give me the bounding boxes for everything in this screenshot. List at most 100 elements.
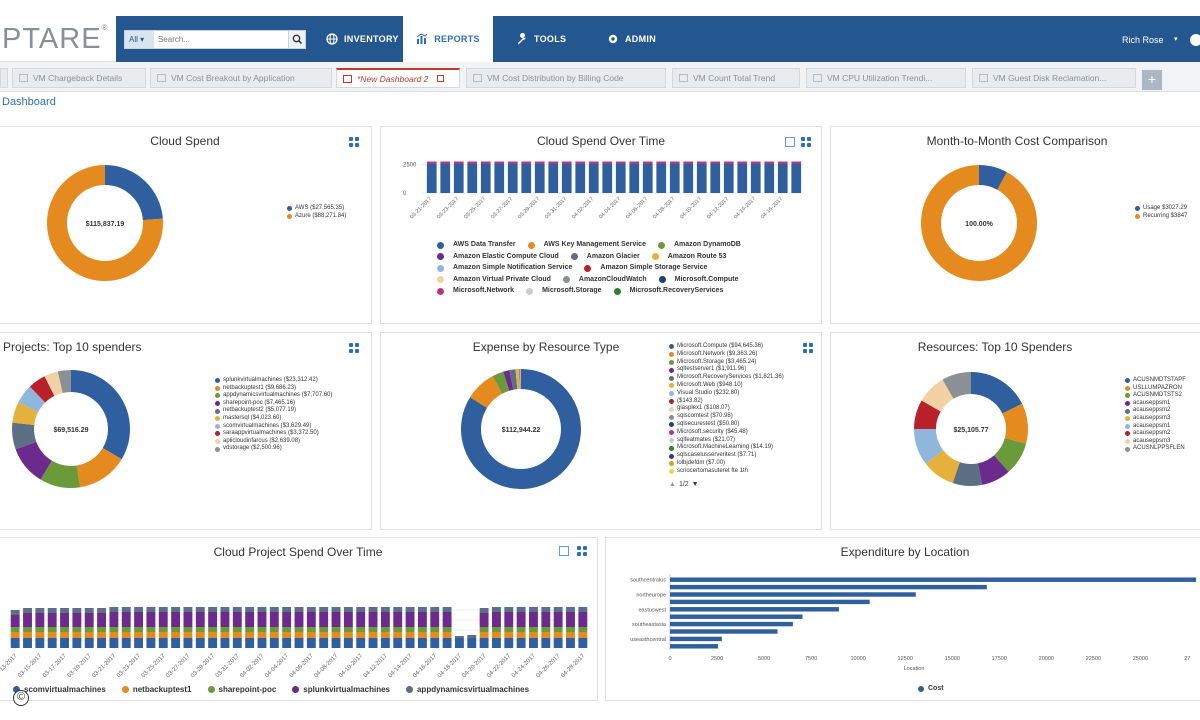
bar-segment[interactable] xyxy=(356,627,366,632)
bar-segment[interactable] xyxy=(566,612,575,627)
bar-segment[interactable] xyxy=(492,607,501,612)
bar-segment[interactable] xyxy=(134,607,144,612)
legend-item[interactable]: Amazon Glacier xyxy=(570,253,646,262)
bar-segment[interactable] xyxy=(578,632,588,638)
bar-segment[interactable] xyxy=(10,627,20,632)
bar-segment[interactable] xyxy=(134,632,144,638)
bar-segment[interactable] xyxy=(72,638,82,648)
bar-segment[interactable] xyxy=(232,638,242,648)
bar-segment[interactable] xyxy=(553,638,563,648)
bar-segment[interactable] xyxy=(121,607,131,612)
bar-segment[interactable] xyxy=(504,612,514,627)
bar-segment[interactable] xyxy=(368,632,378,638)
bar-segment[interactable] xyxy=(109,607,119,612)
bar-segment[interactable] xyxy=(294,638,304,648)
tab-vm-cost-breakout[interactable]: VM Cost Breakout by Application xyxy=(150,68,332,88)
bar-segment[interactable] xyxy=(430,607,440,612)
bar-segment[interactable] xyxy=(232,607,242,612)
bar-segment[interactable] xyxy=(380,627,390,632)
legend-item[interactable]: mastersql ($4,023.60) xyxy=(215,415,332,423)
bar-segment[interactable] xyxy=(158,638,168,648)
bar[interactable] xyxy=(670,636,722,642)
donut-slice[interactable] xyxy=(977,454,1009,485)
bar-segment[interactable] xyxy=(171,632,181,638)
legend-item[interactable]: Amazon Simple Storage Service xyxy=(584,264,713,273)
bar-segment[interactable] xyxy=(72,608,82,613)
legend-item[interactable]: sqlfeatmates ($21.07) xyxy=(669,437,784,445)
bar-segment[interactable] xyxy=(232,627,242,632)
bar-segment[interactable] xyxy=(492,632,501,638)
legend-item[interactable]: Microsoft.Web ($948.10) xyxy=(669,382,784,390)
grid-view-icon[interactable] xyxy=(803,343,814,354)
bar-segment[interactable] xyxy=(467,635,477,638)
bar-segment[interactable] xyxy=(516,627,526,632)
bar-segment[interactable] xyxy=(84,608,94,613)
bar-segment[interactable] xyxy=(232,612,242,627)
bar-segment[interactable] xyxy=(343,612,353,627)
legend-item[interactable]: splunkvirtualmachines ($23,312.42) xyxy=(215,377,332,385)
bar-segment[interactable] xyxy=(368,612,378,627)
bar[interactable] xyxy=(426,163,437,193)
bar-segment[interactable] xyxy=(294,632,304,638)
bar-segment[interactable] xyxy=(492,638,501,648)
legend-item[interactable]: Microsoft.Network ($9,363.26) xyxy=(669,351,784,359)
bar-segment[interactable] xyxy=(257,627,267,632)
bar-segment[interactable] xyxy=(97,632,106,638)
legend-item[interactable]: acauseppsm1 xyxy=(1125,400,1186,408)
bar-segment[interactable] xyxy=(257,632,267,638)
bar-segment[interactable] xyxy=(195,638,205,648)
bar-segment[interactable] xyxy=(146,632,156,638)
bar-segment[interactable] xyxy=(220,638,230,648)
bar-segment[interactable] xyxy=(220,627,230,632)
legend-item[interactable]: AmazonCloudWatch xyxy=(562,276,653,285)
donut-slice[interactable] xyxy=(921,165,1037,281)
bar-segment[interactable] xyxy=(208,632,218,638)
bar-segment[interactable] xyxy=(553,612,563,627)
bar-segment[interactable] xyxy=(60,627,69,632)
bar-segment[interactable] xyxy=(35,638,45,648)
donut-slice[interactable] xyxy=(470,376,503,409)
bar-segment[interactable] xyxy=(171,627,181,632)
bar-segment[interactable] xyxy=(331,612,341,627)
bar[interactable] xyxy=(710,163,721,193)
bar-segment[interactable] xyxy=(158,612,168,627)
bar[interactable] xyxy=(480,163,491,193)
bar-segment[interactable] xyxy=(35,608,45,613)
legend-item[interactable]: glasplex1 ($108.07) xyxy=(669,405,784,413)
bar-segment[interactable] xyxy=(442,627,452,632)
bar-segment[interactable] xyxy=(541,612,551,627)
bar-segment[interactable] xyxy=(319,607,329,612)
bar-segment[interactable] xyxy=(208,638,218,648)
bar[interactable] xyxy=(670,621,793,627)
bar-segment[interactable] xyxy=(134,627,144,632)
app-logo[interactable]: PTARE® xyxy=(0,16,116,62)
bar-segment[interactable] xyxy=(393,612,403,627)
bar-segment[interactable] xyxy=(72,627,82,632)
donut-slice[interactable] xyxy=(993,437,1027,472)
bar-segment[interactable] xyxy=(566,632,575,638)
bar-segment[interactable] xyxy=(380,632,390,638)
legend-item[interactable]: netbackuptest2 ($5,077.19) xyxy=(215,407,332,415)
bar-segment[interactable] xyxy=(430,632,440,638)
bar-segment[interactable] xyxy=(109,627,119,632)
grid-view-icon[interactable] xyxy=(349,137,360,148)
bar-segment[interactable] xyxy=(60,638,69,648)
donut-slice[interactable] xyxy=(44,371,64,397)
bar-segment[interactable] xyxy=(529,607,538,612)
donut-slice[interactable] xyxy=(492,371,510,394)
bar-segment[interactable] xyxy=(541,632,551,638)
nav-reports[interactable]: REPORTS xyxy=(403,16,493,62)
bar-segment[interactable] xyxy=(60,632,69,638)
legend-item[interactable]: AWS Key Management Service xyxy=(527,241,652,250)
bar-segment[interactable] xyxy=(109,638,119,648)
bar-segment[interactable] xyxy=(84,627,94,632)
donut-slice[interactable] xyxy=(921,379,954,412)
bar-segment[interactable] xyxy=(454,636,464,638)
bar-segment[interactable] xyxy=(23,627,32,632)
bar-segment[interactable] xyxy=(417,612,427,627)
bar-segment[interactable] xyxy=(356,612,366,627)
legend-item[interactable]: ($143.82) xyxy=(669,398,784,406)
bar-segment[interactable] xyxy=(529,627,538,632)
bar-segment[interactable] xyxy=(306,638,316,648)
bar-segment[interactable] xyxy=(417,638,427,648)
